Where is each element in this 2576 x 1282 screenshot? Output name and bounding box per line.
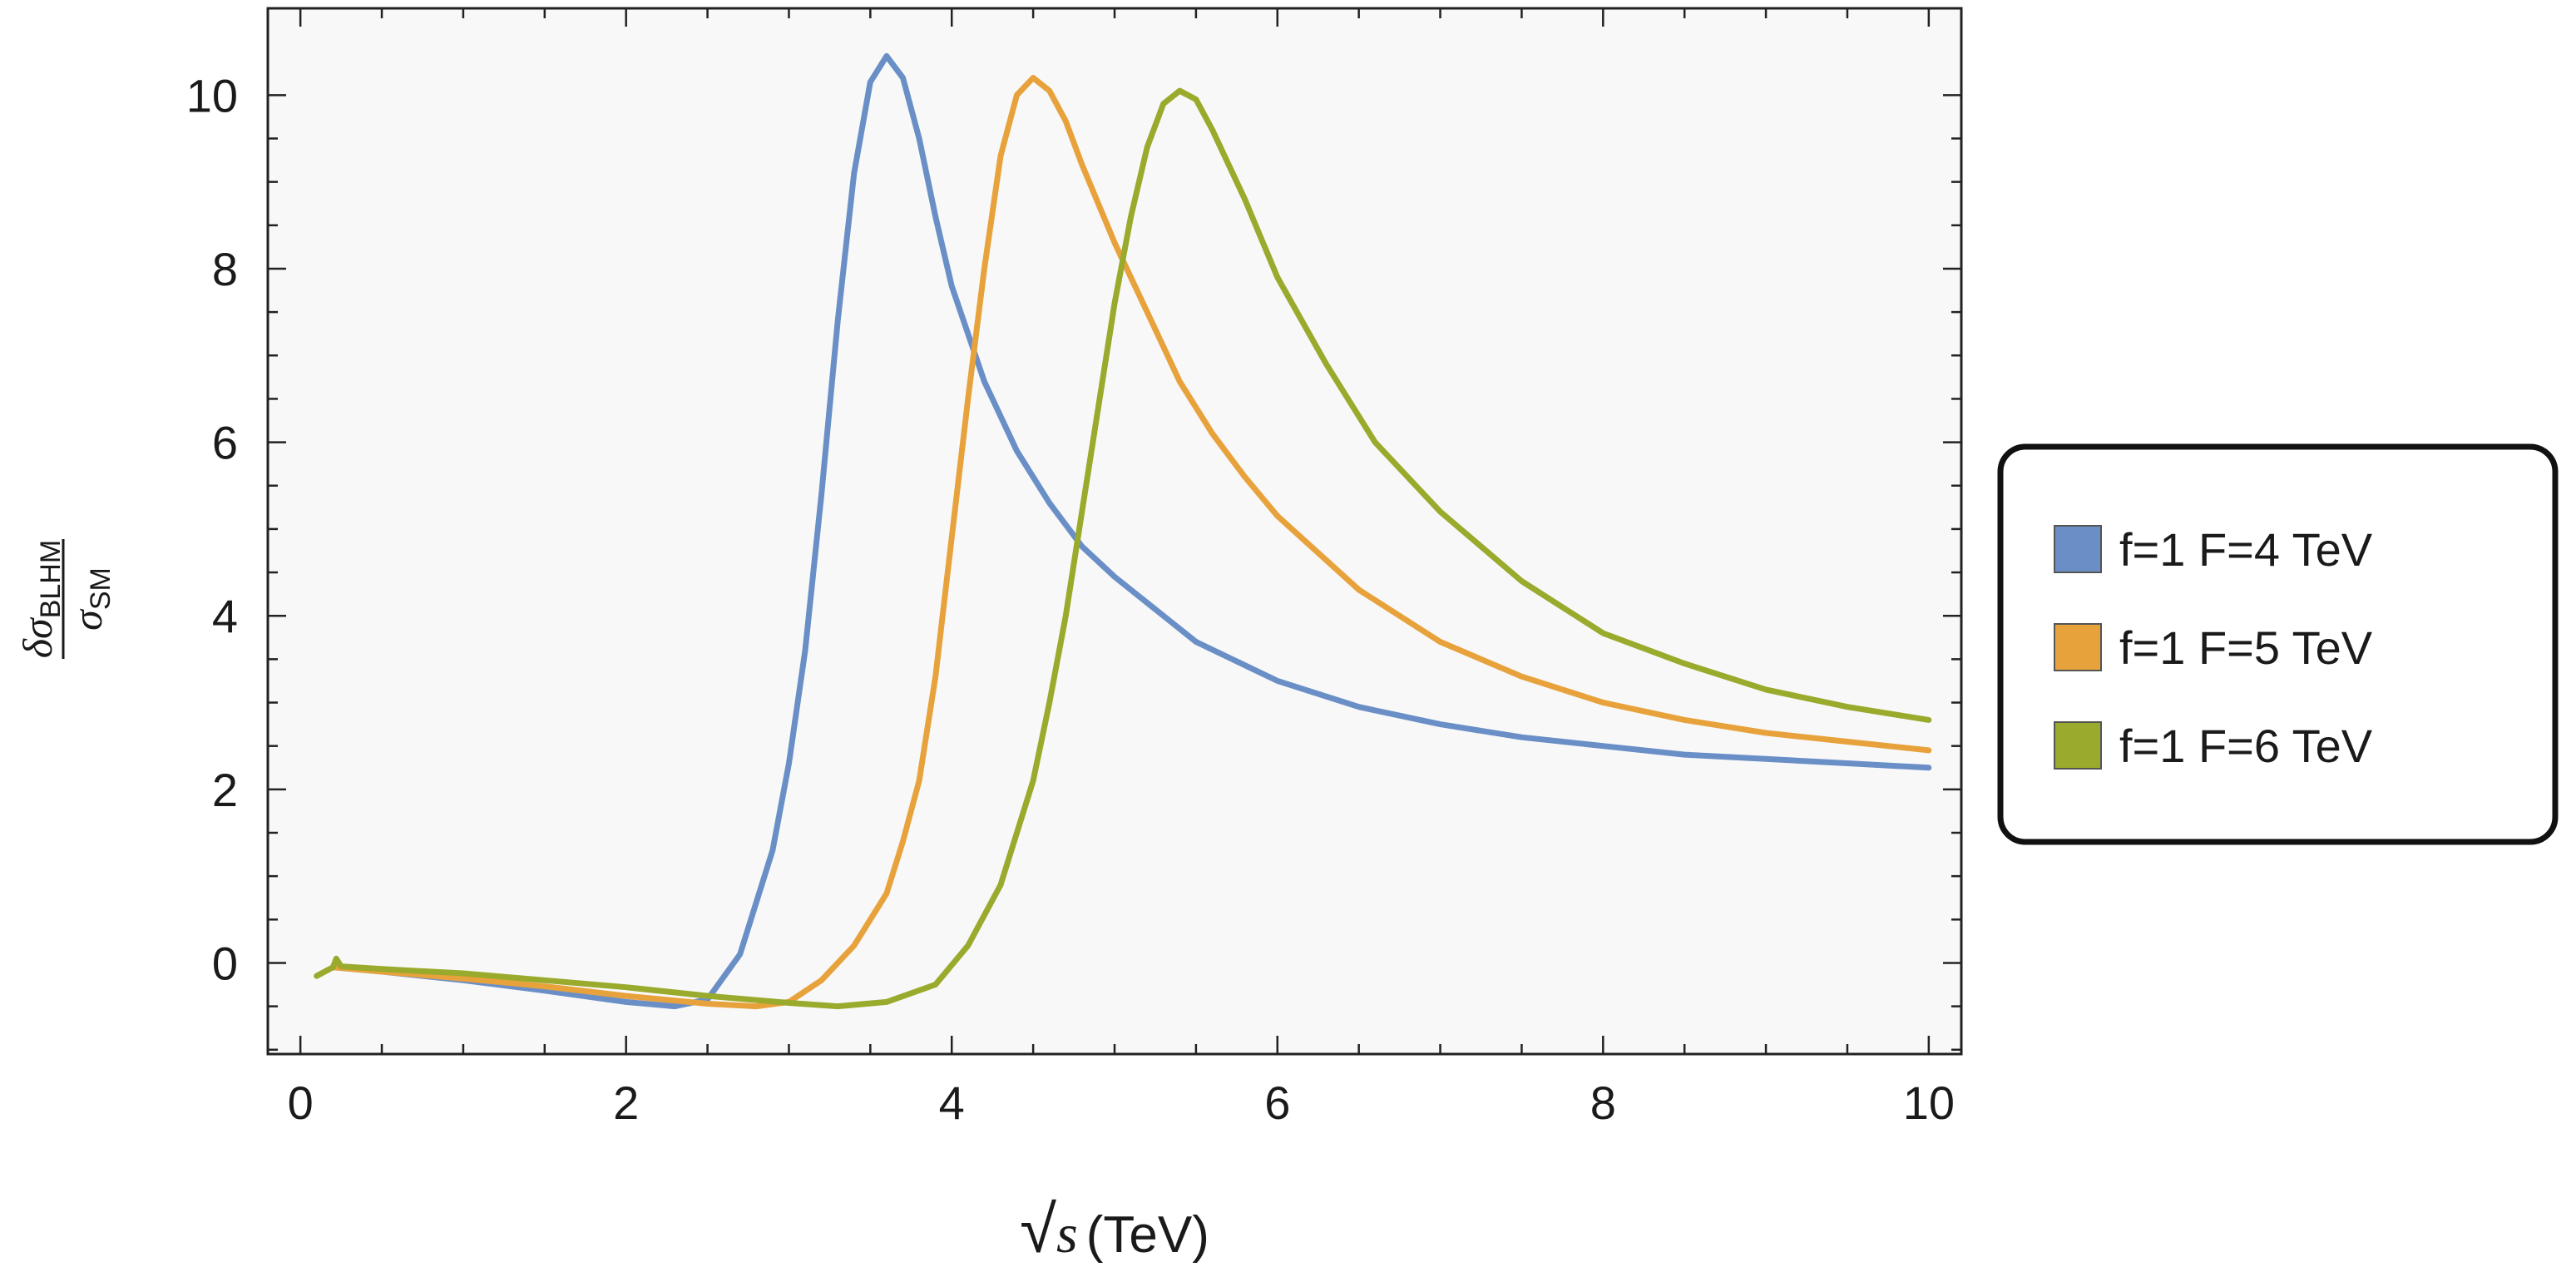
legend-swatch-1 (2054, 525, 2102, 573)
legend-label-2: f=1 F=5 TeV (2119, 621, 2373, 674)
legend: f=1 F=4 TeV f=1 F=5 TeV f=1 F=6 TeV (1997, 443, 2559, 845)
x-tick-label: 6 (1264, 1077, 1290, 1129)
legend-swatch-3 (2054, 721, 2102, 770)
x-axis-radical: √ (1020, 1192, 1056, 1266)
x-tick-label: 2 (613, 1077, 639, 1129)
y-num-subscript: BLHM (35, 540, 67, 618)
plot-area (266, 7, 1963, 1056)
x-axis-title: √s (TeV) (1020, 1192, 1209, 1266)
y-axis-denominator: σSM (64, 567, 116, 631)
y-den-subscript: SM (85, 567, 116, 610)
legend-label-3: f=1 F=6 TeV (2119, 720, 2373, 772)
series-line-2 (329, 75, 1932, 1010)
curves (314, 52, 1932, 1010)
y-axis-numerator: δσBLHM (14, 540, 67, 658)
y-tick-label: 10 (186, 69, 238, 121)
x-tick-label: 0 (288, 1077, 314, 1129)
legend-box (1997, 443, 2559, 845)
x-tick-label: 4 (939, 1077, 965, 1129)
x-tick-label: 8 (1590, 1077, 1616, 1129)
legend-label-1: f=1 F=4 TeV (2119, 523, 2373, 576)
x-axis-var: s (1056, 1204, 1078, 1265)
y-tick-label: 2 (212, 764, 238, 816)
x-tick-label: 10 (1903, 1077, 1955, 1129)
y-den-symbol: σ (64, 608, 111, 631)
ticks (268, 8, 1961, 1054)
y-tick-label: 0 (212, 937, 238, 989)
legend-items: f=1 F=4 TeV f=1 F=5 TeV f=1 F=6 TeV (2054, 523, 2373, 772)
series-line-3 (314, 87, 1932, 1010)
y-axis-title: δσBLHM σSM (14, 539, 116, 659)
x-axis-unit: (TeV) (1086, 1206, 1209, 1264)
tick-labels: 0 2 4 6 8 10 0 2 4 6 8 10 (186, 69, 1955, 1129)
y-tick-label: 4 (212, 590, 238, 642)
y-num-symbol: δσ (14, 616, 61, 658)
y-tick-label: 6 (212, 417, 238, 469)
y-tick-label: 8 (212, 243, 238, 295)
legend-swatch-2 (2054, 623, 2102, 671)
